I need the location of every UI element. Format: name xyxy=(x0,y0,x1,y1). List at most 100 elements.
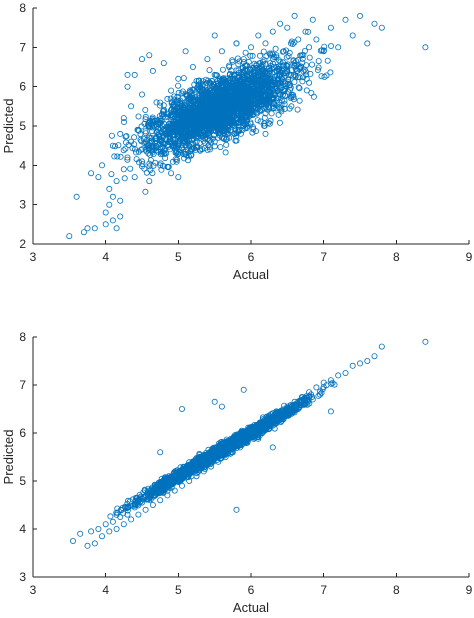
data-point xyxy=(189,64,196,71)
data-point xyxy=(291,78,298,85)
data-point xyxy=(127,165,134,172)
data-point xyxy=(184,157,191,164)
data-point xyxy=(262,40,269,47)
data-point xyxy=(91,225,98,232)
data-point xyxy=(138,138,145,145)
data-point xyxy=(211,32,218,39)
data-point xyxy=(295,36,302,43)
data-point xyxy=(117,213,124,220)
data-point xyxy=(244,62,251,69)
data-point xyxy=(175,75,182,82)
data-point xyxy=(155,118,162,125)
data-point xyxy=(243,125,250,132)
data-point xyxy=(321,43,328,50)
data-point xyxy=(218,403,225,410)
data-point xyxy=(327,69,334,76)
data-point xyxy=(364,40,371,47)
y-tick-label: 4 xyxy=(19,158,26,172)
data-point xyxy=(225,126,232,133)
data-point xyxy=(262,110,269,117)
data-point xyxy=(66,233,73,240)
data-point xyxy=(254,117,261,124)
data-point xyxy=(178,90,185,97)
data-point xyxy=(267,51,274,58)
data-point xyxy=(247,52,254,59)
data-point xyxy=(157,449,164,456)
data-point xyxy=(137,131,144,138)
data-point xyxy=(301,48,308,55)
data-point xyxy=(120,521,127,528)
data-point xyxy=(211,398,218,405)
data-point xyxy=(306,54,313,61)
data-point xyxy=(219,66,226,73)
data-point xyxy=(306,79,313,86)
data-point xyxy=(135,511,142,518)
data-point xyxy=(295,84,302,91)
data-point xyxy=(199,146,206,153)
data-point xyxy=(124,154,131,161)
data-point xyxy=(157,99,164,106)
data-point xyxy=(313,36,320,43)
data-point xyxy=(149,124,156,131)
data-point xyxy=(88,170,95,177)
data-point xyxy=(218,48,225,55)
data-point xyxy=(305,28,312,35)
data-point xyxy=(131,71,138,78)
data-point xyxy=(180,75,187,82)
data-point xyxy=(106,201,113,208)
data-point xyxy=(270,55,277,62)
data-point xyxy=(275,111,282,118)
data-point xyxy=(84,542,91,549)
data-point xyxy=(297,63,304,70)
x-tick-label: 5 xyxy=(175,250,182,264)
data-point xyxy=(131,134,138,141)
data-point xyxy=(113,225,120,232)
data-point xyxy=(371,20,378,27)
data-point xyxy=(251,60,258,67)
data-point xyxy=(283,47,290,54)
data-point xyxy=(256,52,263,59)
data-point xyxy=(279,48,286,55)
data-point xyxy=(266,120,273,127)
data-point xyxy=(267,62,274,69)
data-point xyxy=(242,49,249,56)
data-point xyxy=(223,141,230,148)
data-point xyxy=(146,52,153,59)
data-point xyxy=(161,130,168,137)
data-points xyxy=(66,12,429,240)
data-point xyxy=(273,105,280,112)
data-point xyxy=(356,12,363,19)
data-point xyxy=(183,98,190,105)
data-point xyxy=(148,134,155,141)
data-point xyxy=(182,48,189,55)
data-point xyxy=(109,217,116,224)
data-point xyxy=(111,153,118,160)
data-point xyxy=(149,170,156,177)
data-point xyxy=(102,209,109,216)
x-tick-label: 6 xyxy=(248,250,255,264)
data-point xyxy=(231,130,238,137)
data-point xyxy=(121,119,128,126)
data-point xyxy=(262,130,269,137)
data-point xyxy=(170,101,177,108)
data-point xyxy=(252,128,259,135)
data-point xyxy=(308,90,315,97)
data-point xyxy=(124,83,131,90)
data-point xyxy=(150,162,157,169)
data-point xyxy=(145,146,152,153)
data-point xyxy=(201,139,208,146)
data-point xyxy=(260,48,267,55)
data-point xyxy=(276,90,283,97)
data-point xyxy=(128,516,135,523)
data-point xyxy=(91,540,98,547)
data-point xyxy=(128,103,135,110)
data-point xyxy=(275,72,282,79)
data-point xyxy=(236,58,243,65)
data-point xyxy=(99,533,106,540)
data-point xyxy=(255,32,262,39)
data-point xyxy=(117,130,124,137)
data-point xyxy=(261,114,268,121)
data-point xyxy=(290,96,297,103)
